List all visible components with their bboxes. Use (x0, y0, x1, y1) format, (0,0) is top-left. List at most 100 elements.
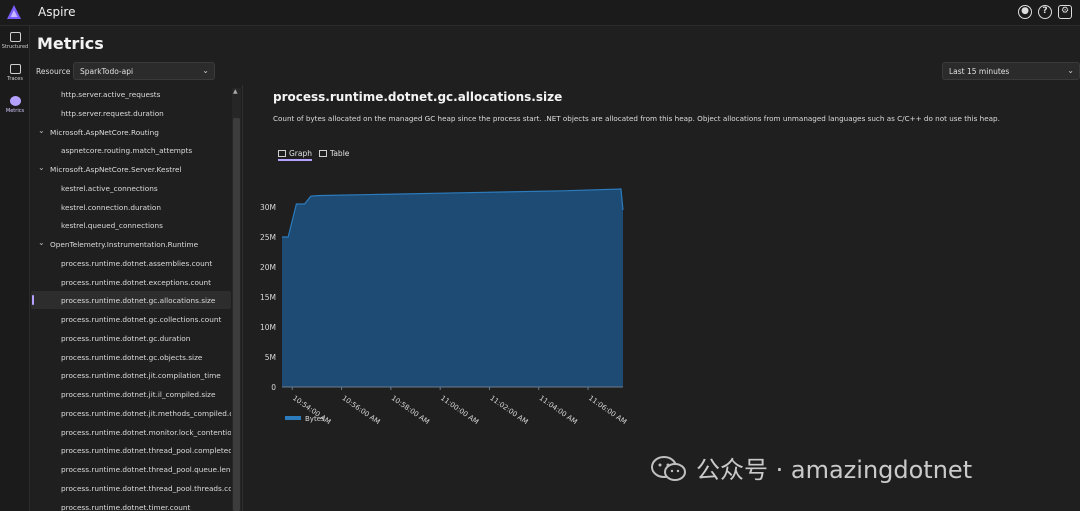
tree-item-label: process.runtime.dotnet.jit.il_compiled.s… (61, 390, 216, 399)
tree-item-label: process.runtime.dotnet.thread_pool.threa… (61, 483, 231, 493)
tree-scrollbar[interactable]: ▲ (232, 88, 241, 511)
tab-graph[interactable]: Graph (278, 149, 313, 161)
nav-rail: Structured Traces Metrics (0, 26, 30, 511)
aspire-logo-icon[interactable] (6, 4, 22, 20)
tree-group[interactable]: ⌄ OpenTelemetry.Instrumentation.Runtime (31, 235, 231, 253)
tab-graph-label: Graph (289, 149, 313, 158)
x-tick-label: 11:04:00 AM (538, 394, 579, 426)
tree-item-label: process.runtime.dotnet.jit.methods_compi… (61, 408, 231, 418)
tree-group[interactable]: ⌄ Microsoft.AspNetCore.Routing (31, 123, 231, 141)
chevron-down-icon[interactable]: ⌄ (38, 238, 45, 247)
tree-item[interactable]: kestrel.active_connections (31, 179, 231, 197)
watermark-text: 公众号 · amazingdotnet (696, 456, 973, 484)
help-icon[interactable]: ? (1038, 5, 1052, 19)
y-tick-label: 20M (260, 263, 276, 272)
tree-item[interactable]: kestrel.queued_connections (31, 216, 231, 234)
tree-item-label: process.runtime.dotnet.monitor.lock_cont… (61, 427, 231, 437)
rail-label: Traces (7, 76, 23, 82)
tree-item[interactable]: http.server.active_requests (31, 85, 231, 103)
app-title[interactable]: Aspire (38, 5, 76, 19)
y-tick-label: 5M (265, 353, 276, 362)
rail-label: Metrics (5, 108, 25, 114)
tree-item-label: Microsoft.AspNetCore.Routing (50, 127, 159, 137)
tree-item-label: http.server.request.duration (61, 108, 164, 118)
tab-table[interactable]: Table (319, 149, 349, 161)
tree-item[interactable]: process.runtime.dotnet.timer.count (31, 498, 231, 511)
tree-item[interactable]: process.runtime.dotnet.jit.compilation_t… (31, 366, 231, 384)
tree-item[interactable]: process.runtime.dotnet.jit.methods_compi… (31, 404, 231, 422)
top-bar: Aspire ● ? ⚙ (0, 0, 1080, 26)
graph-icon (278, 150, 286, 157)
table-icon (319, 150, 327, 157)
y-tick-label: 30M (260, 203, 276, 212)
tree-item[interactable]: process.runtime.dotnet.jit.il_compiled.s… (31, 385, 231, 403)
tree-item[interactable]: process.runtime.dotnet.gc.allocations.si… (31, 291, 231, 310)
resource-label: Resource (36, 67, 71, 76)
scroll-thumb[interactable] (233, 118, 240, 511)
watermark: 公众号 · amazingdotnet (650, 450, 972, 485)
chevron-down-icon: ⌄ (1067, 66, 1074, 75)
rail-label: Structured (1, 44, 29, 50)
resource-select[interactable]: SparkTodo-api ⌄ (73, 62, 215, 80)
tree-item[interactable]: process.runtime.dotnet.thread_pool.compl… (31, 441, 231, 459)
page-title: Metrics (37, 34, 104, 53)
tree-item[interactable]: kestrel.connection.duration (31, 198, 231, 216)
tree-item-label: kestrel.connection.duration (61, 202, 162, 212)
tree-item-label: kestrel.queued_connections (61, 221, 163, 231)
timerange-select[interactable]: Last 15 minutes ⌄ (942, 62, 1080, 80)
y-tick-label: 15M (260, 293, 276, 302)
tree-item-label: aspnetcore.routing.match_attempts (61, 146, 193, 156)
x-tick-label: 10:58:00 AM (390, 394, 431, 426)
structured-logs-icon (9, 32, 21, 42)
tree-item-label: process.runtime.dotnet.gc.collections.co… (61, 315, 222, 324)
metrics-tree: http.server.active_requests http.server.r… (31, 85, 231, 511)
series-area-bytes (282, 189, 623, 387)
tree-item[interactable]: http.server.request.duration (31, 104, 231, 122)
chevron-down-icon[interactable]: ⌄ (38, 125, 45, 135)
tree-item[interactable]: process.runtime.dotnet.gc.collections.co… (31, 310, 231, 328)
tree-item-label: process.runtime.dotnet.gc.allocations.si… (61, 296, 216, 306)
tree-item-label: OpenTelemetry.Instrumentation.Runtime (50, 240, 199, 249)
y-tick-label: 25M (260, 233, 276, 242)
tree-item[interactable]: process.runtime.dotnet.exceptions.count (31, 273, 231, 291)
settings-icon[interactable]: ⚙ (1058, 5, 1072, 19)
rail-item-traces[interactable]: Traces (0, 64, 30, 82)
tab-table-label: Table (330, 149, 350, 158)
github-icon[interactable]: ● (1018, 5, 1032, 19)
wechat-icon (651, 456, 686, 481)
chevron-down-icon[interactable]: ⌄ (38, 163, 45, 172)
resource-select-value: SparkTodo-api (80, 67, 134, 76)
legend-label-bytes: Bytes (305, 415, 325, 423)
x-tick-label: 10:56:00 AM (340, 394, 381, 426)
tree-item[interactable]: process.runtime.dotnet.monitor.lock_cont… (31, 423, 231, 441)
tree-item-label: process.runtime.dotnet.exceptions.count (61, 277, 212, 287)
x-tick-label: 11:00:00 AM (439, 394, 480, 426)
tree-item-label: process.runtime.dotnet.timer.count (61, 502, 191, 511)
metrics-icon (9, 96, 21, 106)
tree-item[interactable]: aspnetcore.routing.match_attempts (31, 141, 231, 159)
chevron-down-icon: ⌄ (202, 66, 209, 75)
metric-title: process.runtime.dotnet.gc.allocations.si… (273, 90, 563, 104)
scroll-up-icon[interactable]: ▲ (233, 88, 238, 95)
timerange-select-value: Last 15 minutes (949, 67, 1010, 76)
tree-item-label: process.runtime.dotnet.gc.objects.size (61, 352, 203, 362)
tree-item[interactable]: process.runtime.dotnet.thread_pool.queue… (31, 460, 231, 478)
tree-item-label: Microsoft.AspNetCore.Server.Kestrel (50, 165, 182, 174)
y-tick-label: 0 (271, 383, 276, 392)
rail-item-metrics[interactable]: Metrics (0, 96, 30, 114)
x-tick-label: 11:02:00 AM (488, 394, 529, 426)
tree-item-label: kestrel.active_connections (61, 183, 158, 193)
tree-item[interactable]: process.runtime.dotnet.gc.duration (31, 329, 231, 347)
tree-item[interactable]: process.runtime.dotnet.assemblies.count (31, 254, 231, 272)
tree-item-label: process.runtime.dotnet.assemblies.count (61, 258, 213, 268)
x-tick-label: 11:06:00 AM (587, 394, 628, 426)
y-tick-label: 10M (260, 323, 276, 332)
metric-description: Count of bytes allocated on the managed … (273, 114, 1000, 123)
tree-group[interactable]: ⌄ Microsoft.AspNetCore.Server.Kestrel (31, 160, 231, 178)
tree-item-label: process.runtime.dotnet.thread_pool.queue… (61, 465, 231, 474)
panel-divider[interactable] (242, 85, 243, 511)
tree-item[interactable]: process.runtime.dotnet.gc.objects.size (31, 348, 231, 366)
rail-item-structured[interactable]: Structured (0, 32, 30, 50)
tree-item[interactable]: process.runtime.dotnet.thread_pool.threa… (31, 479, 231, 497)
